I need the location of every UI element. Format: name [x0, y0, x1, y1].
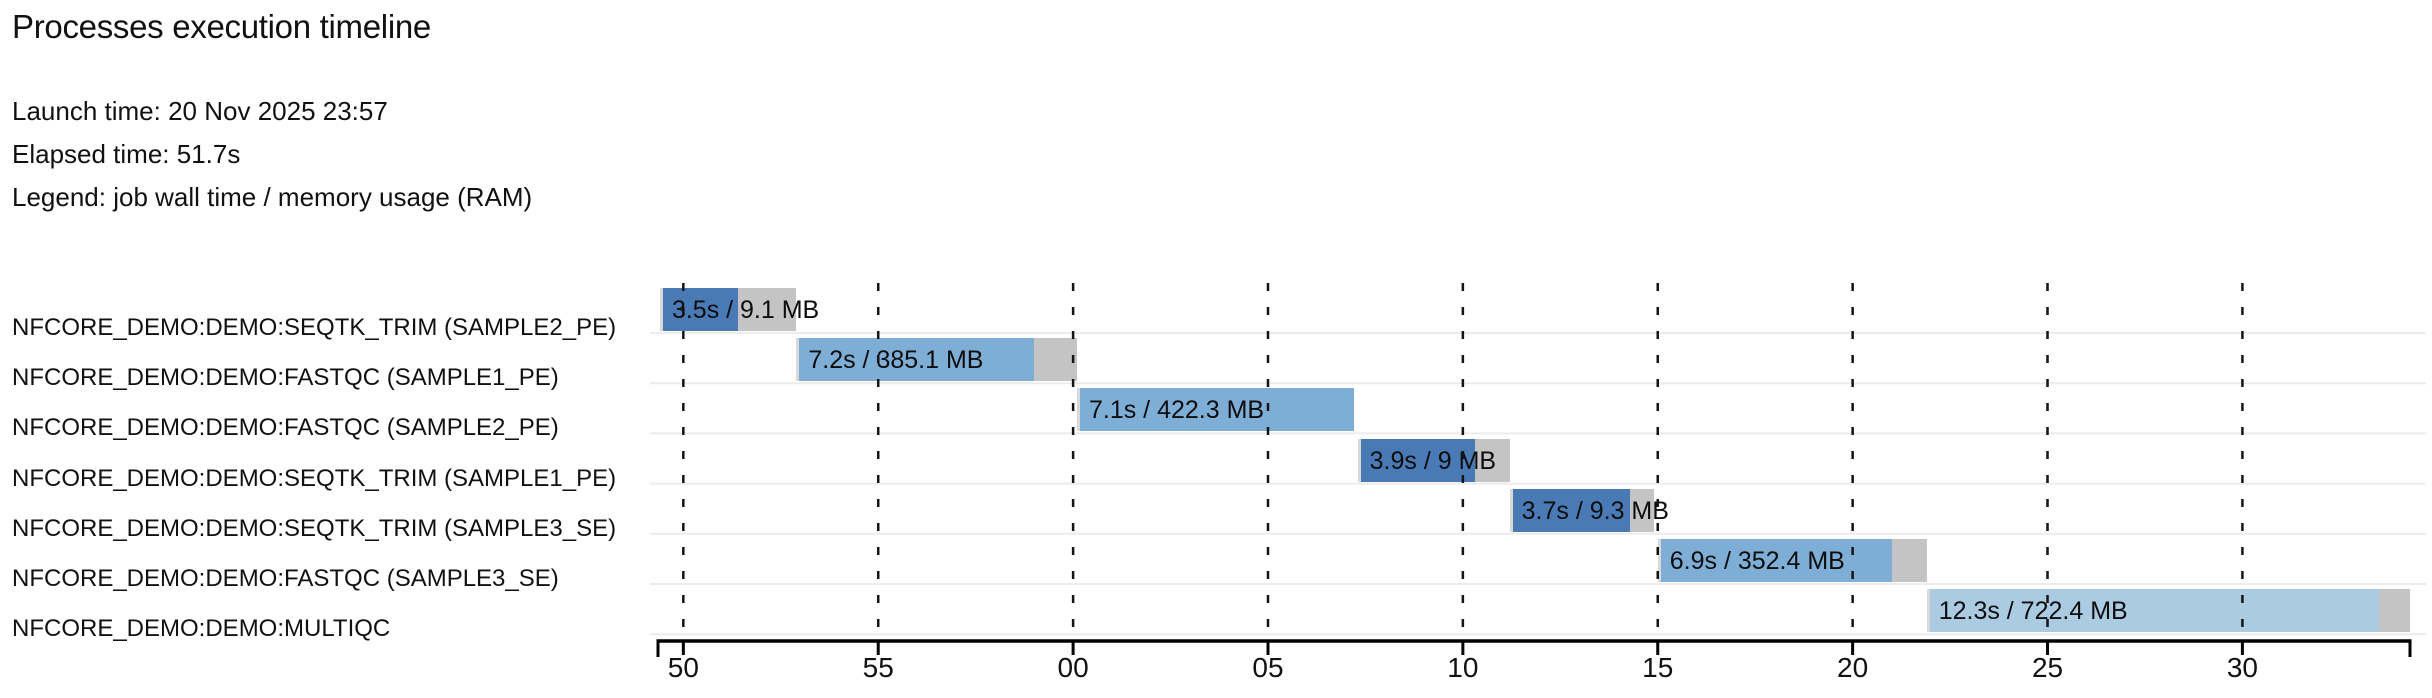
- process-label: NFCORE_DEMO:DEMO:FASTQC (SAMPLE2_PE): [12, 414, 559, 442]
- task-bar-label: 7.1s / 422.3 MB: [1088, 396, 1265, 425]
- task-submit-sliver: [1076, 388, 1080, 432]
- axis-tick-label: 05: [1252, 652, 1284, 683]
- task-submit-sliver: [796, 338, 800, 382]
- process-label: NFCORE_DEMO:DEMO:MULTIQC: [12, 615, 391, 643]
- task-bar[interactable]: 3.7s / 9.3 MB: [1509, 488, 1669, 532]
- task-run-segment: [1360, 438, 1475, 482]
- report-meta: Launch time: 20 Nov 2025 23:57 Elapsed t…: [12, 90, 532, 219]
- process-label: NFCORE_DEMO:DEMO:SEQTK_TRIM (SAMPLE3_SE): [12, 514, 617, 542]
- task-bar[interactable]: 7.1s / 422.3 MB: [1076, 388, 1354, 432]
- task-bar[interactable]: 7.2s / 385.1 MB: [796, 338, 1077, 382]
- task-bar[interactable]: 3.9s / 9 MB: [1357, 438, 1510, 482]
- process-label: NFCORE_DEMO:DEMO:FASTQC (SAMPLE1_PE): [12, 364, 559, 392]
- task-run-segment: [1512, 488, 1631, 532]
- axis-tick-label: 55: [862, 652, 894, 683]
- task-bar-label: 3.7s / 9.3 MB: [1521, 496, 1669, 525]
- task-bar[interactable]: 6.9s / 352.4 MB: [1657, 539, 1927, 582]
- task-submit-sliver: [1926, 589, 1930, 633]
- axis-tick-label: 25: [2031, 652, 2064, 683]
- legend-text: Legend: job wall time / memory usage (RA…: [12, 182, 533, 212]
- process-label: NFCORE_DEMO:DEMO:SEQTK_TRIM (SAMPLE1_PE): [12, 464, 617, 492]
- task-run-segment: [799, 338, 1035, 382]
- process-label: NFCORE_DEMO:DEMO:SEQTK_TRIM (SAMPLE2_PE): [12, 314, 617, 341]
- page-title: Processes execution timeline: [12, 8, 431, 45]
- axis-tick-label: 50: [667, 652, 699, 683]
- task-submit-sliver: [1357, 438, 1361, 482]
- task-run-segment: [1929, 589, 2379, 633]
- axis-tick-label: 20: [1837, 652, 1869, 683]
- axis-tick-label: 30: [2226, 652, 2258, 683]
- task-bar-label: 12.3s / 722.4 MB: [1938, 597, 2128, 626]
- axis-tick-label: 15: [1642, 652, 1674, 683]
- launch-time-text: Launch time: 20 Nov 2025 23:57: [12, 96, 388, 126]
- elapsed-time-text: Elapsed time: 51.7s: [12, 139, 241, 169]
- task-bar-label: 7.2s / 385.1 MB: [808, 346, 984, 375]
- task-bar[interactable]: 3.5s / 9.1 MB: [659, 288, 819, 331]
- task-submit-sliver: [1657, 539, 1661, 582]
- axis-tick-label: 10: [1447, 652, 1479, 683]
- task-run-segment: [662, 288, 738, 331]
- axis-tick-label: 00: [1057, 652, 1089, 683]
- task-bar-label: 3.5s / 9.1 MB: [671, 296, 820, 324]
- task-submit-sliver: [1509, 488, 1513, 532]
- task-bar-label: 3.9s / 9 MB: [1369, 446, 1497, 475]
- task-run-segment: [1079, 388, 1354, 432]
- task-submit-sliver: [659, 288, 663, 331]
- task-bar[interactable]: 12.3s / 722.4 MB: [1926, 589, 2410, 633]
- process-label: NFCORE_DEMO:DEMO:FASTQC (SAMPLE3_SE): [12, 565, 559, 592]
- task-bar-label: 6.9s / 352.4 MB: [1669, 547, 1845, 575]
